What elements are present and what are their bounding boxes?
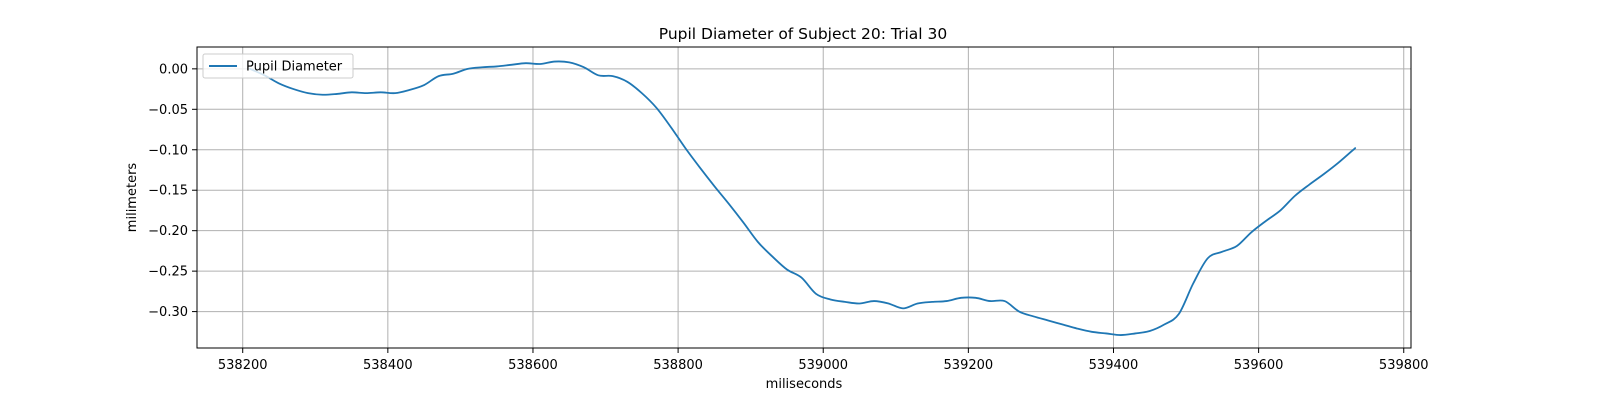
x-axis: 538200 538400 538600 538800 539000 539200 5394…: [218, 348, 1429, 373]
series-line-pupil-diameter: [249, 60, 1357, 336]
x-tick-label: 539000: [798, 358, 848, 373]
x-tick-label: 538400: [363, 358, 413, 373]
x-tick-label: 538600: [508, 358, 558, 373]
y-tick-label: −0.05: [148, 103, 188, 118]
plot-frame: [196, 46, 1412, 349]
y-tick-label: −0.30: [148, 305, 188, 320]
legend: Pupil Diameter: [202, 53, 354, 79]
legend-label-pupil-diameter: Pupil Diameter: [246, 60, 343, 75]
x-tick-label: 538200: [218, 358, 268, 373]
chart-title: Pupil Diameter of Subject 20: Trial 30: [659, 25, 948, 43]
x-tick-label: 539600: [1234, 358, 1284, 373]
y-axis: 0.00 −0.05 −0.10 −0.15 −0.20 −0.25 −0.30: [148, 62, 197, 320]
y-axis-label: milimeters: [125, 163, 140, 233]
grid-lines: [197, 47, 1411, 348]
series-layer: [249, 60, 1357, 336]
x-tick-label: 539800: [1379, 358, 1429, 373]
y-tick-label: 0.00: [159, 62, 188, 77]
x-axis-label: miliseconds: [766, 377, 843, 392]
y-tick-label: −0.25: [148, 265, 188, 280]
y-tick-label: −0.10: [148, 143, 188, 158]
legend-box: [202, 53, 354, 79]
y-tick-label: −0.20: [148, 224, 188, 239]
x-tick-label: 539200: [944, 358, 994, 373]
x-tick-label: 539400: [1089, 358, 1139, 373]
x-tick-label: 538800: [653, 358, 703, 373]
y-tick-label: −0.15: [148, 184, 188, 199]
